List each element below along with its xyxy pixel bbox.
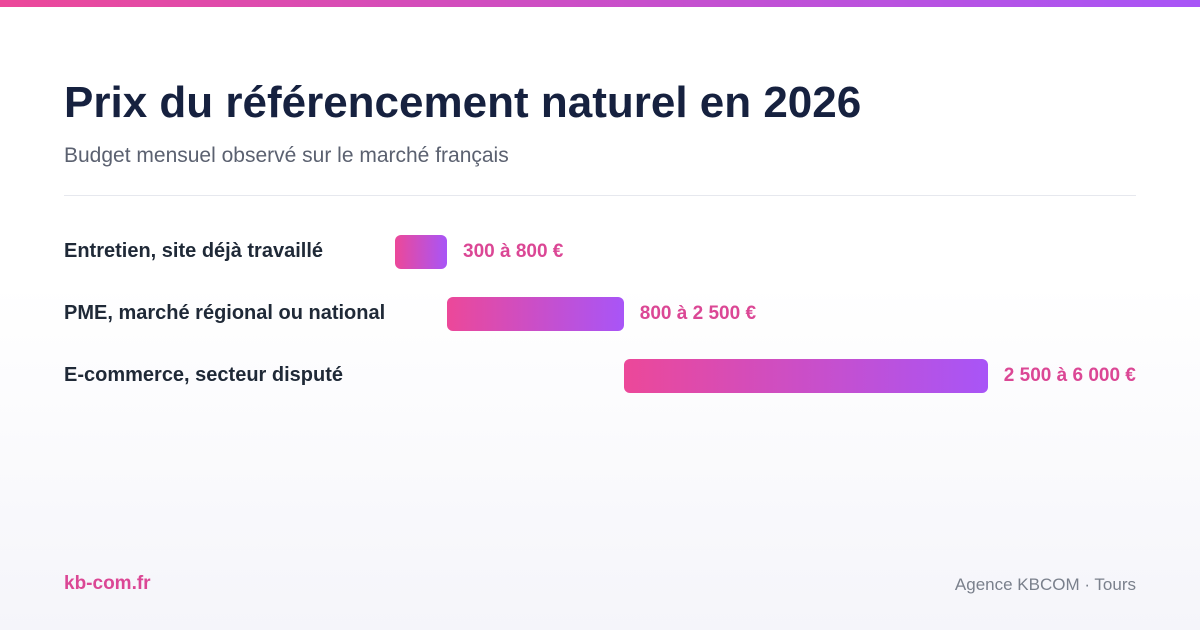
row-label: E-commerce, secteur disputé: [64, 364, 343, 386]
row-label: PME, marché régional ou national: [64, 302, 386, 324]
page-subtitle: Budget mensuel observé sur le marché fra…: [64, 144, 509, 167]
range-bar: [623, 359, 988, 393]
range-value-label: 2 500 à 6 000 €: [1003, 365, 1136, 386]
range-value-label: 300 à 800 €: [463, 241, 564, 262]
site-url: kb-com.fr: [64, 573, 151, 594]
range-bar: [447, 297, 624, 331]
header-divider: [64, 195, 1136, 196]
range-bar: [395, 235, 447, 269]
agency-credit: Agence KBCOM · Tours: [954, 575, 1136, 594]
range-value-label: 800 à 2 500 €: [639, 303, 757, 324]
price-range-chart: Entretien, site déjà travaillé 300 à 800 …: [0, 210, 1200, 420]
row-label: Entretien, site déjà travaillé: [64, 240, 323, 262]
page-title: Prix du référencement naturel en 2026: [64, 78, 862, 127]
top-accent-bar: [0, 0, 1200, 7]
